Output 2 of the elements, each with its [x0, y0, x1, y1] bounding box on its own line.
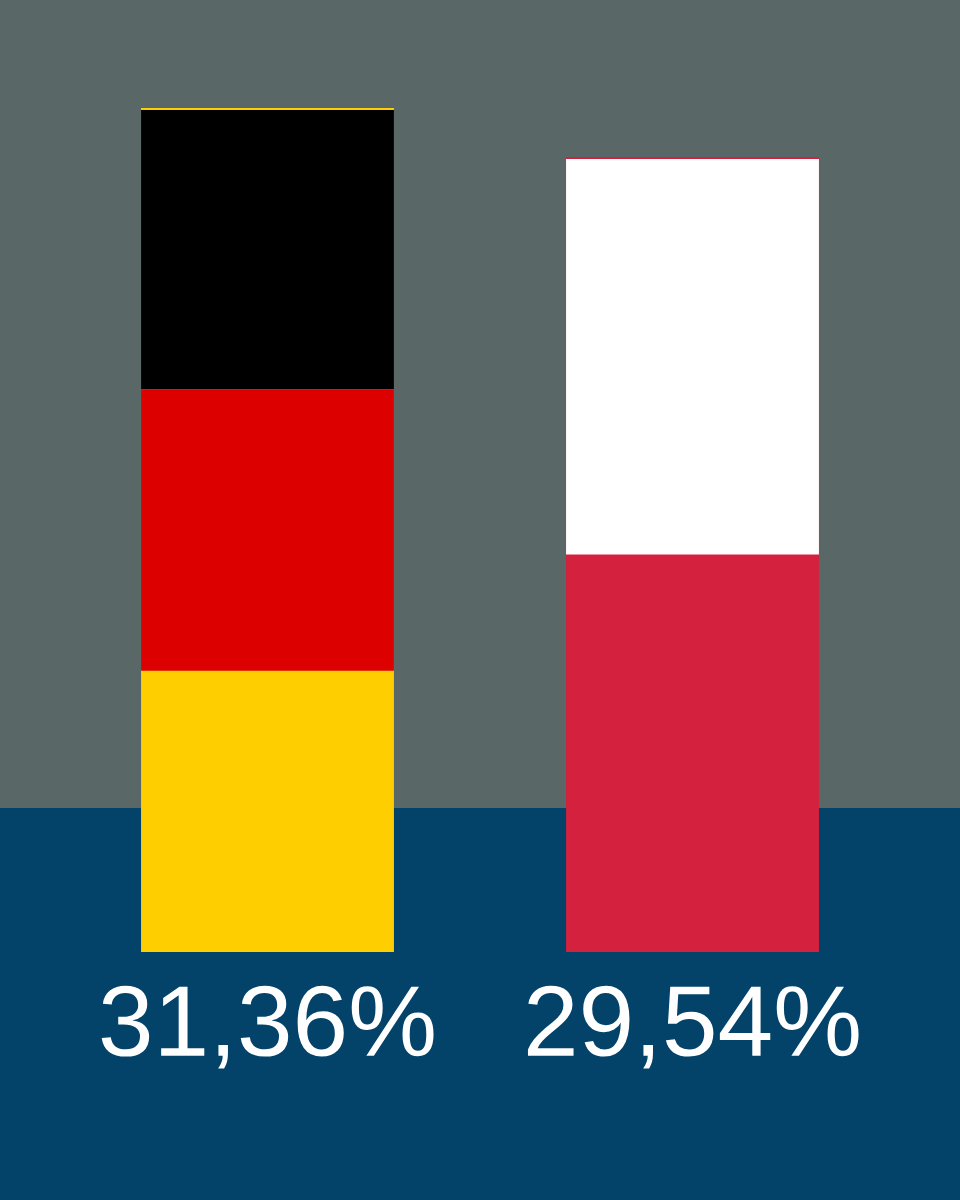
data-label: 29,54% — [527, 985, 859, 1069]
data-label: 31,36% — [101, 985, 434, 1069]
